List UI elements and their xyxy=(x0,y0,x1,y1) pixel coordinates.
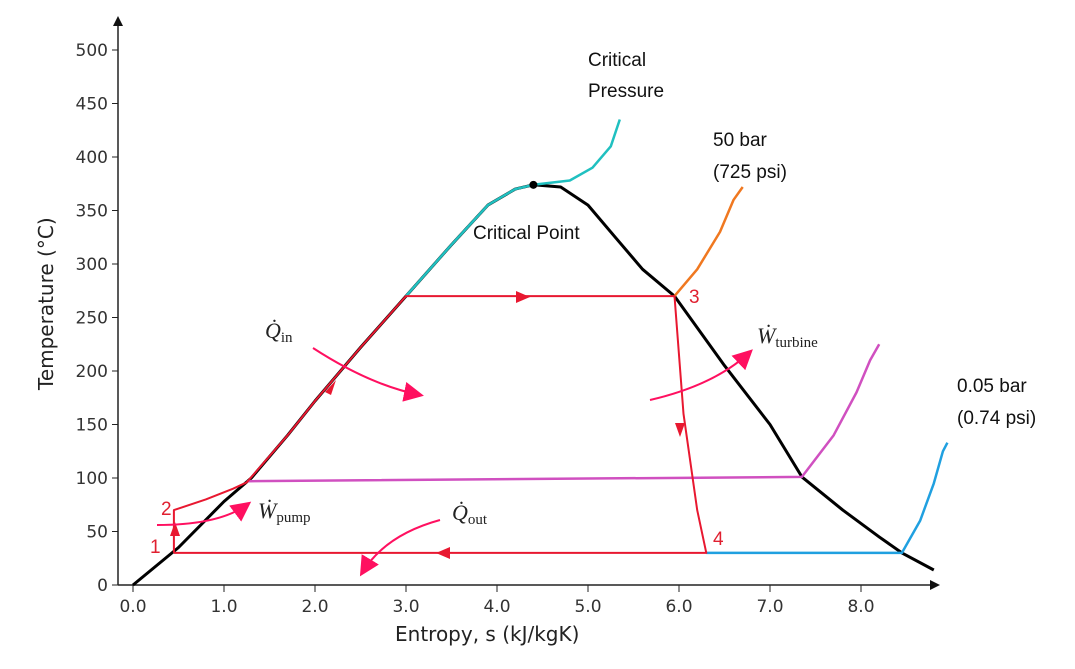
y-axis-label: Temperature (°C) xyxy=(34,217,58,391)
x-tick-label: 3.0 xyxy=(392,597,419,617)
x-tick-label: 7.0 xyxy=(756,597,783,617)
state-4-label: 4 xyxy=(713,529,724,550)
critical-pressure-label-2: Pressure xyxy=(588,81,664,102)
y-tick-label: 350 xyxy=(76,202,108,222)
series-rankine-cycle xyxy=(172,295,708,554)
state-3-label: 3 xyxy=(689,287,700,308)
state-2-label: 2 xyxy=(161,499,172,520)
series-0-05-bar-0-74-psi- xyxy=(706,442,949,555)
x-tick-label: 0.0 xyxy=(119,597,146,617)
y-tick-label: 250 xyxy=(76,309,108,329)
x-tick-label: 4.0 xyxy=(483,597,510,617)
q-out-label: Q̇out xyxy=(452,500,488,528)
w-turbine-label: Ẇturbine xyxy=(757,323,818,351)
critical-point-label: Critical Point xyxy=(473,223,580,244)
y-tick-label: 300 xyxy=(76,255,108,275)
cycle-direction-arrow-icon xyxy=(325,380,336,395)
cycle-direction-arrow-icon xyxy=(675,423,685,437)
y-tick-label: 500 xyxy=(76,41,108,61)
w-turbine-arrow-icon xyxy=(649,349,753,401)
y-tick-label: 100 xyxy=(76,469,108,489)
critical-point-marker xyxy=(529,180,538,189)
state-1-label: 1 xyxy=(150,537,161,558)
x-tick-label: 8.0 xyxy=(847,597,874,617)
y-tick-label: 50 xyxy=(86,523,108,543)
005bar-label-1: 0.05 bar xyxy=(957,376,1027,397)
series-50-bar-725-psi- xyxy=(673,186,744,297)
q-out-arrow-icon xyxy=(359,519,441,577)
w-pump-label: Ẇpump xyxy=(258,498,311,526)
005bar-label-2: (0.74 psi) xyxy=(957,408,1036,429)
x-tick-label: 5.0 xyxy=(574,597,601,617)
cycle-direction-arrow-icon xyxy=(170,522,180,536)
y-tick-label: 400 xyxy=(76,148,108,168)
cycle-direction-arrow-icon xyxy=(516,291,530,303)
cycle-direction-arrow-icon xyxy=(436,547,450,559)
series-critical-pressure xyxy=(405,119,621,297)
y-tick-label: 450 xyxy=(76,95,108,115)
x-axis-arrow-icon xyxy=(930,580,940,590)
x-tick-label: 1.0 xyxy=(210,597,237,617)
y-tick-label: 150 xyxy=(76,416,108,436)
x-tick-label: 2.0 xyxy=(301,597,328,617)
50bar-label-2: (725 psi) xyxy=(713,162,787,183)
critical-pressure-label-1: Critical xyxy=(588,50,646,71)
y-tick-label: 200 xyxy=(76,362,108,382)
q-in-label: Q̇in xyxy=(265,318,293,346)
w-pump-arrow-icon xyxy=(156,501,252,526)
50bar-label-1: 50 bar xyxy=(713,130,768,151)
x-tick-label: 6.0 xyxy=(665,597,692,617)
q-in-arrow-icon xyxy=(312,347,424,402)
series-isobar-100c xyxy=(246,343,881,483)
series-saturation-dome xyxy=(132,183,935,587)
y-axis-arrow-icon xyxy=(113,16,123,26)
y-tick-label: 0 xyxy=(97,576,108,596)
x-axis-label: Entropy, s (kJ/kgK) xyxy=(395,622,579,646)
